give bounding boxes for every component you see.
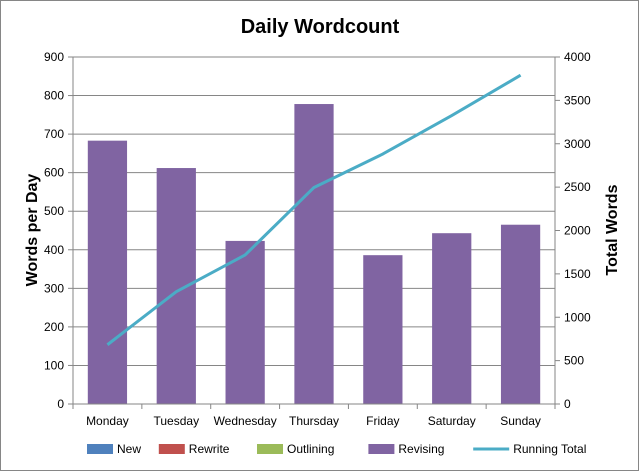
bar-revising — [363, 255, 403, 404]
legend-swatch — [87, 444, 113, 454]
bar-revising — [294, 104, 334, 404]
legend-swatch — [158, 444, 185, 454]
y-tick-label: 500 — [44, 204, 64, 218]
y2-tick-label: 4000 — [564, 50, 591, 64]
y2-tick-label: 2000 — [564, 224, 591, 238]
legend-swatch — [257, 444, 283, 454]
y2-axis-label: Total Words — [604, 184, 621, 275]
y-tick-label: 600 — [44, 166, 64, 180]
y-tick-label: 700 — [44, 127, 64, 141]
y2-tick-label: 500 — [564, 354, 584, 368]
y2-tick-label: 3500 — [564, 93, 591, 107]
bar-revising — [500, 224, 541, 404]
bar-revising — [87, 140, 128, 404]
x-tick-label: Wednesday — [214, 414, 277, 428]
y-tick-label: 800 — [44, 89, 64, 103]
legend-label: Running Total — [513, 442, 586, 456]
y2-tick-label: 0 — [564, 397, 571, 411]
legend-item: Running Total — [473, 442, 586, 456]
bar-revising — [432, 233, 472, 404]
x-tick-label: Monday — [86, 414, 129, 428]
y2-tick-label: 3000 — [564, 137, 591, 151]
chart-title: Daily Wordcount — [241, 16, 400, 38]
x-tick-label: Thursday — [289, 414, 339, 428]
legend: New Rewrite Outlining Revising Running Total — [87, 442, 586, 456]
y-tick-label: 200 — [44, 320, 64, 334]
legend-item: Revising — [368, 442, 444, 456]
y-tick-label: 900 — [44, 50, 64, 64]
y-tick-label: 400 — [44, 243, 64, 257]
legend-item: New — [87, 442, 141, 456]
y2-tick-label: 2500 — [564, 180, 591, 194]
y-tick-label: 300 — [44, 281, 64, 295]
y-tick-label: 100 — [44, 358, 64, 372]
x-tick-label: Tuesday — [153, 414, 199, 428]
legend-label: Revising — [398, 442, 444, 456]
line-running-total — [106, 73, 522, 346]
y-tick-label: 0 — [57, 397, 64, 411]
y-axis-label: Words per Day — [24, 174, 41, 287]
y2-tick-label: 1000 — [564, 310, 591, 324]
x-tick-label: Saturday — [428, 414, 476, 428]
legend-label: Outlining — [287, 442, 334, 456]
bar-revising — [225, 240, 265, 404]
x-tick-label: Friday — [366, 414, 399, 428]
legend-item: Rewrite — [158, 442, 230, 456]
legend-label: New — [117, 442, 141, 456]
x-tick-label: Sunday — [500, 414, 541, 428]
legend-label: Rewrite — [189, 442, 230, 456]
y2-tick-label: 1500 — [564, 267, 591, 281]
legend-swatch — [368, 444, 395, 454]
legend-item: Outlining — [257, 442, 334, 456]
